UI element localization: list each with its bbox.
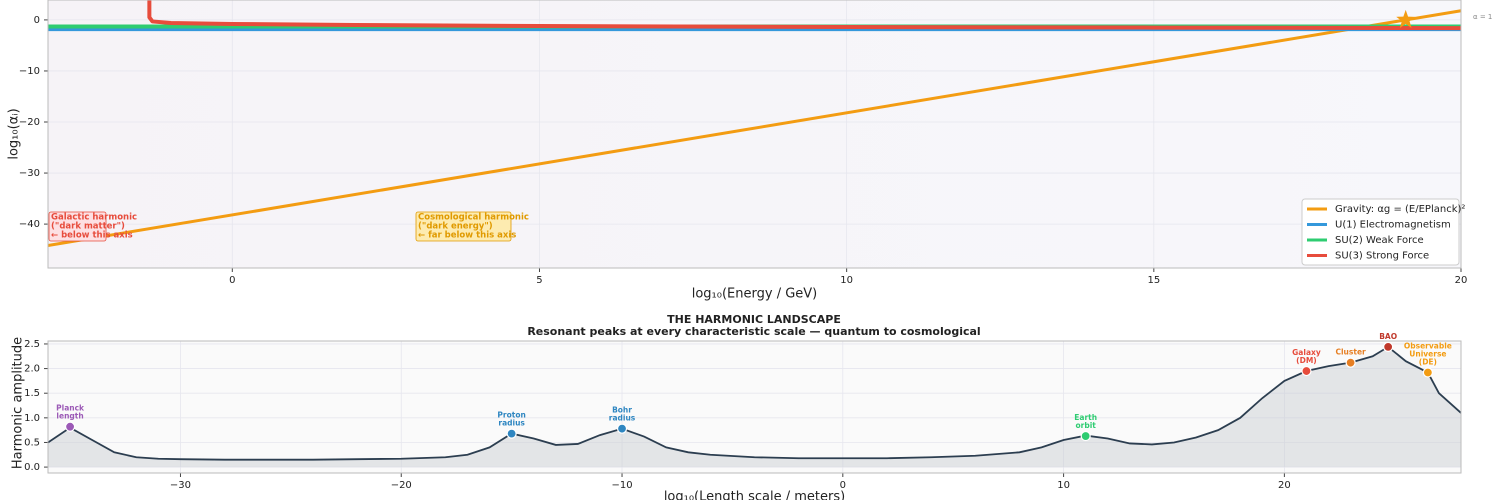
x-tick-label: 5 — [536, 275, 542, 286]
scale-label: (DE) — [1419, 358, 1437, 367]
x-tick-label: −20 — [391, 480, 412, 491]
y-tick-label: −10 — [19, 66, 40, 77]
scale-label: length — [56, 412, 83, 421]
y-tick-label: 0.0 — [24, 462, 40, 473]
y-tick-label: 1.5 — [24, 388, 40, 399]
scale-label: Galaxy — [1292, 348, 1321, 357]
reference-label: α = 1 — [1473, 13, 1492, 21]
scale-marker — [64, 421, 76, 432]
scale-marker — [506, 428, 517, 439]
chart-subtitle: Resonant peaks at every characteristic s… — [527, 325, 980, 338]
y-tick-label: 1.0 — [24, 413, 40, 424]
plot-frame — [47, 340, 1462, 474]
y-tick-label: −20 — [19, 117, 40, 128]
scale-label: Cluster — [1335, 348, 1366, 357]
y-tick-label: 0 — [34, 15, 40, 26]
scale-marker — [1383, 341, 1394, 353]
annotation-box — [48, 211, 107, 242]
annotation-text: ("dark matter") — [51, 222, 125, 232]
scale-label: radius — [609, 414, 636, 423]
scale-label: orbit — [1075, 421, 1096, 430]
legend-box — [1301, 198, 1460, 266]
alpha-one-star — [1396, 9, 1416, 28]
chart-title: THE HARMONIC LANDSCAPE — [667, 313, 841, 326]
x-tick-label: −10 — [611, 480, 632, 491]
series-line — [147, 0, 1462, 31]
scale-marker — [1301, 365, 1312, 377]
x-tick-label: 15 — [1147, 275, 1160, 286]
annotation-box — [415, 211, 512, 242]
scale-label: Earth — [1074, 413, 1097, 422]
x-tick-label: 20 — [1278, 480, 1291, 491]
x-tick-label: −30 — [170, 480, 191, 491]
scale-label: (DM) — [1296, 356, 1317, 365]
scale-label: Universe — [1409, 350, 1446, 359]
y-tick-label: 2.5 — [24, 339, 40, 350]
curve — [47, 345, 1462, 461]
legend-label: Gravity: αg = (E/EPlanck)² — [1335, 204, 1465, 215]
top-plot-area — [48, 0, 1461, 268]
scale-label: Observable — [1404, 342, 1452, 351]
x-tick-label: 0 — [840, 480, 846, 491]
series-line — [47, 9, 1462, 248]
annotation-text: Galactic harmonic — [51, 213, 137, 223]
x-axis-label: log₁₀(Length scale / meters) — [664, 490, 845, 500]
scale-marker — [1345, 357, 1356, 368]
scale-label: Planck — [56, 404, 85, 413]
x-tick-label: 0 — [229, 275, 235, 286]
scale-label: Bohr — [612, 406, 632, 415]
plot-frame — [47, 0, 1462, 269]
y-tick-label: −40 — [19, 219, 40, 230]
y-tick-label: 2.0 — [24, 364, 40, 375]
scale-label: radius — [498, 419, 525, 428]
annotation-text: ← far below this axis — [418, 231, 516, 241]
scale-marker — [1080, 430, 1091, 442]
x-tick-label: 10 — [840, 275, 853, 286]
scale-label: Proton — [497, 411, 525, 420]
y-tick-label: 0.5 — [24, 437, 40, 448]
x-tick-label: 10 — [1057, 480, 1070, 491]
area-fill — [48, 346, 1461, 468]
annotation-text: ← below this axis — [51, 231, 133, 241]
annotation-text: Cosmological harmonic — [418, 213, 529, 223]
annotation-text: ("dark energy") — [418, 222, 493, 232]
legend-label: SU(2) Weak Force — [1335, 235, 1424, 246]
y-tick-label: −30 — [19, 168, 40, 179]
x-axis-label: log₁₀(Energy / GeV) — [692, 287, 818, 302]
scale-label: BAO — [1379, 332, 1397, 341]
legend-label: U(1) Electromagnetism — [1335, 220, 1451, 231]
x-tick-label: 20 — [1455, 275, 1468, 286]
legend-label: SU(3) Strong Force — [1335, 251, 1429, 262]
bottom-plot-area — [48, 341, 1461, 473]
scale-marker — [1422, 367, 1433, 378]
scale-marker — [616, 423, 628, 434]
y-axis-label: Harmonic amplitude — [11, 337, 26, 469]
y-axis-label: log₁₀(αᵢ) — [7, 108, 22, 159]
